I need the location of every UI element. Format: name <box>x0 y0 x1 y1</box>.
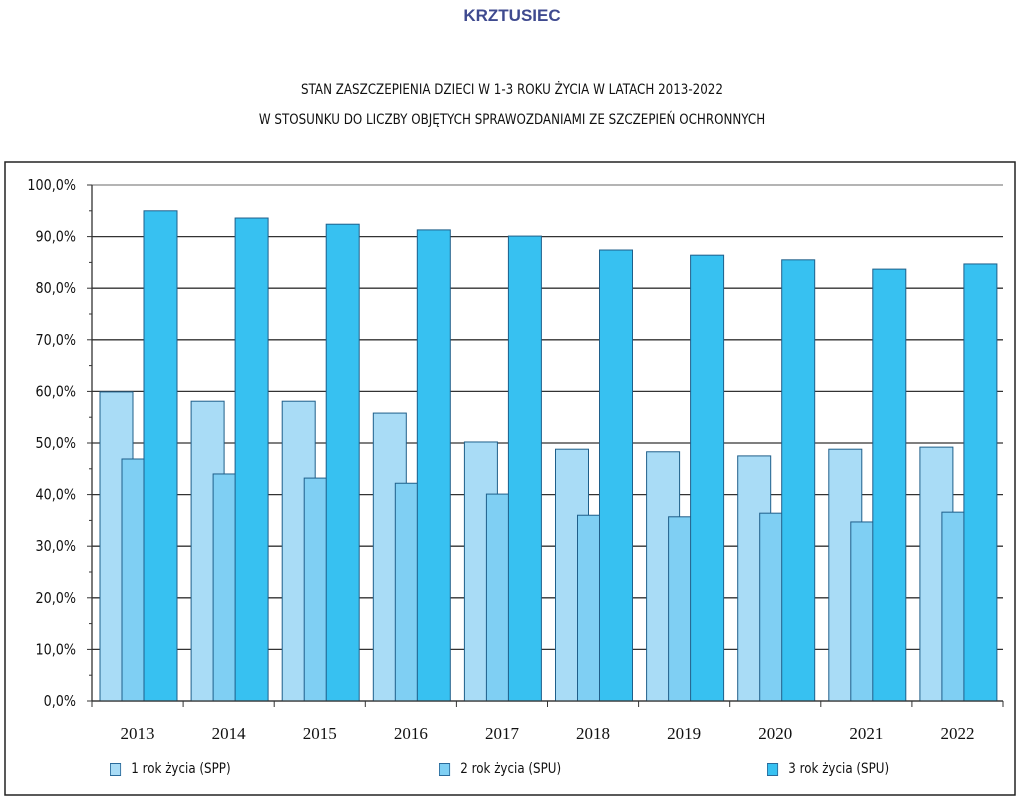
y-tick-label: 20,0% <box>36 590 76 607</box>
legend-swatch <box>767 762 779 776</box>
x-tick-label: 2019 <box>667 724 701 743</box>
bar-3-2020 <box>781 259 816 702</box>
legend-item-1: 1 rok życia (SPP) <box>110 761 231 777</box>
chart-title-line-2: W STOSUNKU DO LICZBY OBJĘTYCH SPRAWOZDAN… <box>258 112 766 128</box>
legend-label: 1 rok życia (SPP) <box>131 761 231 777</box>
x-tick-label: 2020 <box>758 724 792 743</box>
bar-3-2015 <box>325 223 360 702</box>
y-tick-label: 100,0% <box>27 177 76 194</box>
y-tick-label: 70,0% <box>36 332 76 349</box>
legend-item-2: 2 rok życia (SPU) <box>439 761 561 777</box>
chart-frame <box>4 161 1016 796</box>
y-tick-label: 50,0% <box>36 435 76 452</box>
x-tick-label: 2018 <box>576 724 610 743</box>
x-tick-label: 2017 <box>485 724 520 743</box>
legend-swatch <box>110 762 122 776</box>
legend-swatch <box>439 762 451 776</box>
bar-3-2016 <box>416 229 451 702</box>
chart-title-line-1: STAN ZASZCZEPIENIA DZIECI W 1-3 ROKU ŻYC… <box>301 82 723 98</box>
y-tick-label: 60,0% <box>36 383 76 400</box>
legend-item-3: 3 rok życia (SPU) <box>767 761 889 777</box>
bar-3-2021 <box>872 268 907 702</box>
bar-3-2022 <box>963 263 998 702</box>
bar-3-2014 <box>234 217 269 702</box>
x-tick-label: 2013 <box>121 724 155 743</box>
bar-3-2017 <box>507 235 542 702</box>
y-tick-label: 0,0% <box>44 693 76 710</box>
bar-3-2018 <box>599 249 633 702</box>
x-tick-label: 2022 <box>940 724 974 743</box>
y-tick-label: 40,0% <box>36 487 76 504</box>
bar-3-2019 <box>690 254 725 702</box>
y-tick-label: 30,0% <box>36 538 76 555</box>
legend-label: 2 rok życia (SPU) <box>460 761 562 777</box>
x-tick-label: 2015 <box>303 724 337 743</box>
legend-label: 3 rok życia (SPU) <box>788 761 890 777</box>
y-tick-label: 90,0% <box>36 229 76 246</box>
x-tick-label: 2021 <box>849 724 883 743</box>
bar-3-2013 <box>143 210 178 702</box>
page-heading: KRZTUSIEC <box>463 6 561 25</box>
y-tick-label: 10,0% <box>36 641 76 658</box>
y-tick-label: 80,0% <box>36 280 76 297</box>
x-tick-label: 2014 <box>212 724 247 743</box>
x-tick-label: 2016 <box>394 724 428 743</box>
